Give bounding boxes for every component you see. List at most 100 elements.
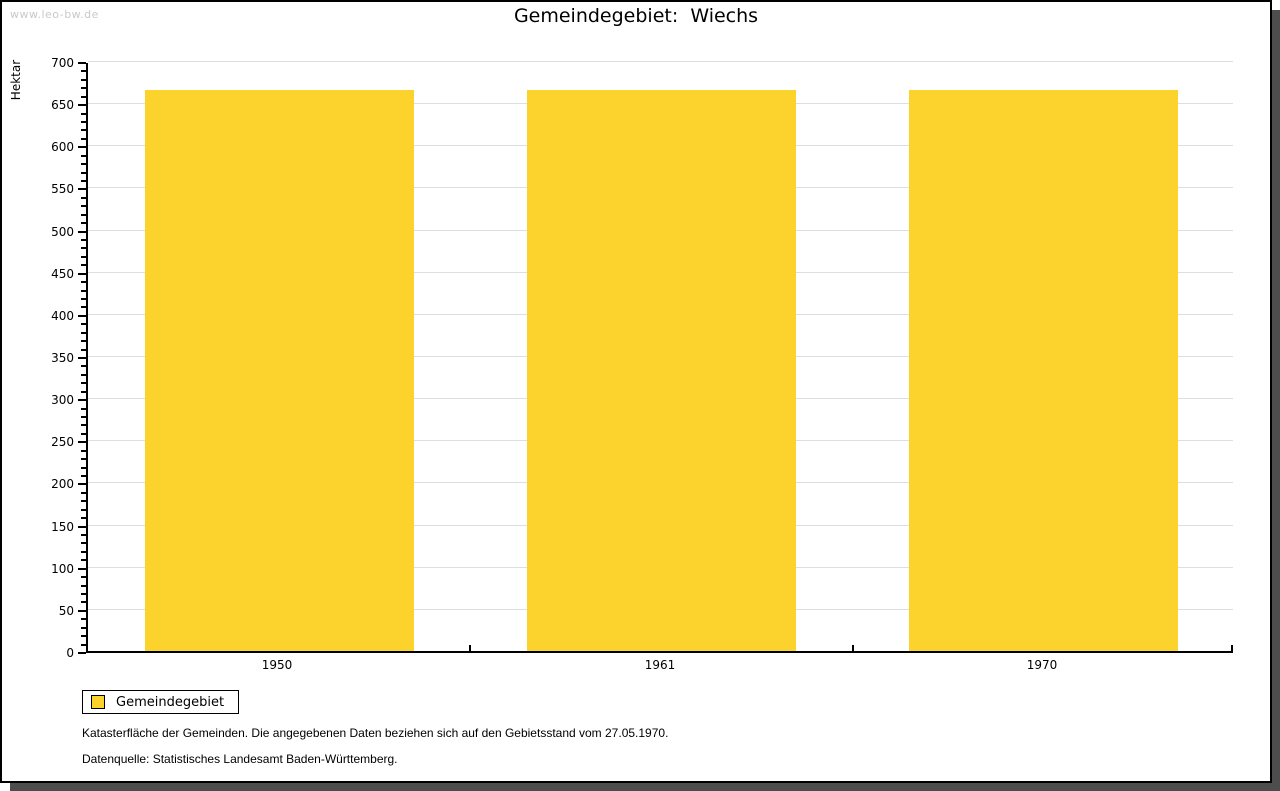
y-tick-label-50: 50 [58,603,74,618]
y-tick-label-600: 600 [51,140,74,155]
y-major-tick-550 [78,188,86,191]
bar-1950 [145,90,414,651]
y-minor-tick-360 [81,348,86,351]
y-minor-tick-420 [81,298,86,300]
y-minor-tick-270 [81,424,86,427]
y-major-tick-650 [78,104,86,107]
legend-swatch-icon [91,695,105,709]
y-major-tick-500 [78,230,86,233]
y-minor-tick-180 [81,500,86,503]
y-minor-tick-520 [81,213,86,216]
y-tick-label-700: 700 [51,56,74,70]
y-minor-tick-510 [81,222,86,225]
x-axis-separator-tick [852,645,854,651]
x-tick-label-1970: 1970 [1026,658,1058,672]
y-major-tick-350 [78,357,86,359]
y-minor-tick-80 [81,584,86,587]
x-axis-separator-tick [469,645,471,651]
y-tick-label-200: 200 [51,477,74,492]
y-minor-tick-70 [81,593,86,595]
y-minor-tick-440 [81,281,86,284]
gridline-700 [88,61,1233,62]
y-minor-tick-630 [81,121,86,123]
y-major-tick-300 [78,399,86,402]
y-minor-tick-380 [81,331,86,334]
y-minor-tick-160 [81,517,86,520]
y-minor-tick-580 [81,163,86,166]
y-tick-label-300: 300 [51,393,74,408]
y-minor-tick-120 [81,550,86,553]
y-tick-label-350: 350 [51,351,74,365]
y-minor-tick-640 [81,112,86,115]
y-minor-tick-260 [81,432,86,435]
panel-shadow-right [1272,10,1280,791]
y-minor-tick-320 [81,382,86,385]
y-minor-tick-60 [81,601,86,604]
y-minor-tick-590 [81,154,86,157]
y-minor-tick-670 [81,87,86,90]
bar-1961 [527,90,796,651]
plot-area [86,61,1233,653]
y-minor-tick-540 [81,196,86,199]
y-minor-tick-660 [81,95,86,98]
y-major-tick-0 [78,652,86,654]
y-minor-tick-530 [81,205,86,208]
y-minor-tick-570 [81,171,86,174]
legend-box: Gemeindegebiet [82,690,240,714]
y-minor-tick-130 [81,542,86,545]
y-minor-tick-410 [81,306,86,309]
y-tick-label-400: 400 [51,308,74,323]
y-minor-tick-490 [81,239,86,241]
y-major-tick-700 [78,62,86,64]
y-tick-label-150: 150 [51,519,74,534]
y-minor-tick-10 [81,643,86,646]
y-minor-tick-460 [81,264,86,267]
y-minor-tick-690 [81,70,86,73]
y-minor-tick-680 [81,78,86,81]
y-minor-tick-470 [81,255,86,258]
y-minor-tick-90 [81,576,86,579]
y-tick-label-650: 650 [51,98,74,113]
site-watermark: www.leo-bw.de [10,8,99,21]
bar-1970 [909,90,1178,651]
y-major-tick-450 [78,272,86,275]
y-minor-tick-560 [81,180,86,182]
y-minor-tick-430 [81,289,86,292]
y-minor-tick-40 [81,618,86,621]
y-tick-label-500: 500 [51,224,74,239]
y-major-tick-400 [78,314,86,317]
y-minor-tick-310 [81,390,86,393]
y-minor-tick-230 [81,458,86,461]
y-minor-tick-20 [81,635,86,638]
panel-shadow-bottom [10,783,1280,791]
y-major-tick-150 [78,525,86,528]
chart-title: Gemeindegebiet: Wiechs [513,5,759,27]
y-minor-tick-110 [81,559,86,562]
footnote-data-source: Datenquelle: Statistisches Landesamt Bad… [82,752,398,766]
y-minor-tick-190 [81,491,86,494]
y-minor-tick-140 [81,534,86,536]
y-minor-tick-370 [81,340,86,343]
y-tick-label-100: 100 [51,561,74,576]
y-tick-label-450: 450 [51,266,74,281]
y-axis-title: Hektar [9,59,23,101]
y-minor-tick-340 [81,365,86,368]
y-minor-tick-390 [81,323,86,326]
y-tick-label-250: 250 [51,435,74,450]
y-minor-tick-210 [81,475,86,477]
y-major-tick-50 [78,609,86,612]
y-minor-tick-620 [81,129,86,132]
y-major-tick-100 [78,567,86,570]
y-minor-tick-170 [81,508,86,511]
y-major-tick-200 [78,483,86,486]
y-minor-tick-480 [81,247,86,250]
y-minor-tick-290 [81,407,86,410]
y-minor-tick-240 [81,449,86,452]
y-tick-label-550: 550 [51,182,74,197]
y-minor-tick-330 [81,373,86,376]
y-major-tick-250 [78,441,86,444]
y-major-tick-600 [78,146,86,149]
y-minor-tick-610 [81,137,86,140]
